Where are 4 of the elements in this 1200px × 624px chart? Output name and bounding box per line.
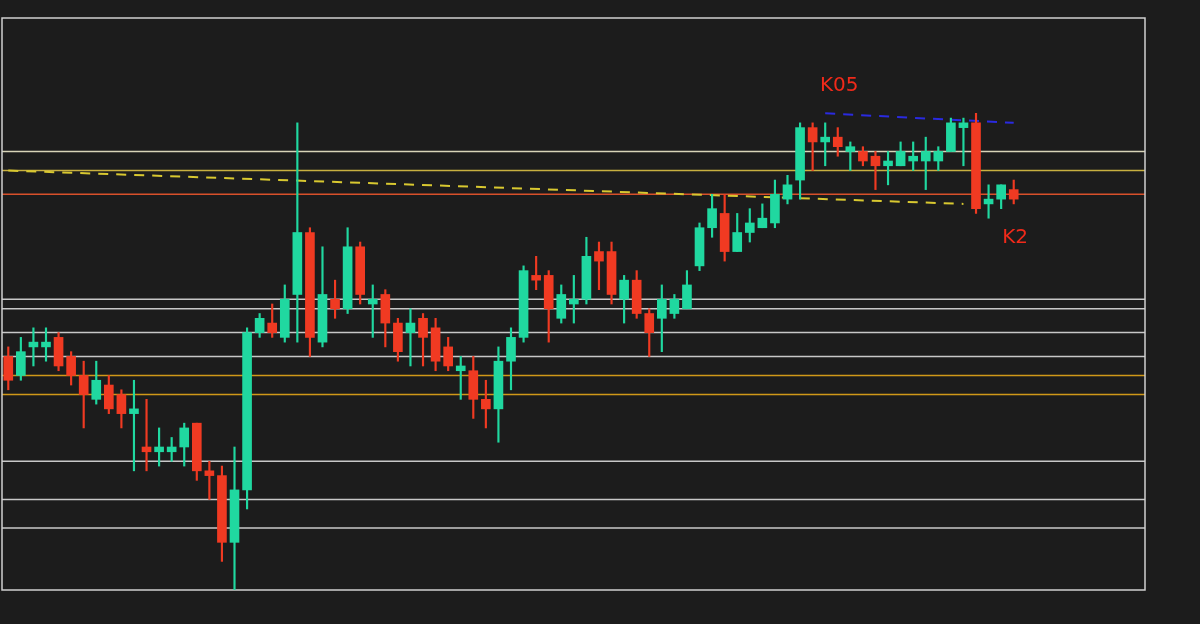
candlestick	[405, 308, 416, 367]
annotation: K2	[1002, 224, 1029, 249]
text: K05	[819, 72, 859, 97]
candlestick	[870, 151, 881, 190]
